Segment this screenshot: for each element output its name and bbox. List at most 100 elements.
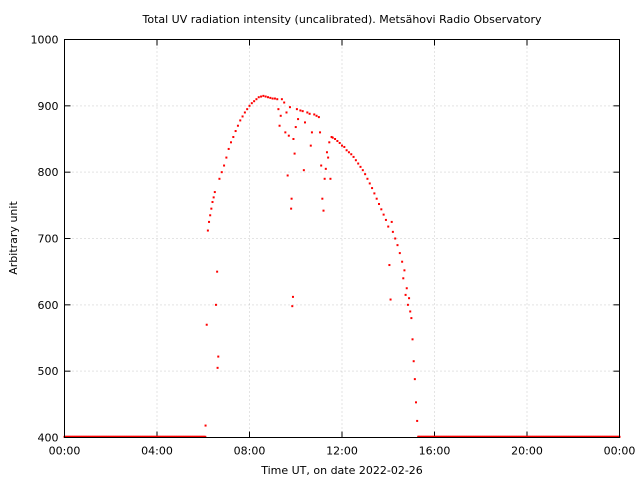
data-point xyxy=(204,424,207,427)
data-point xyxy=(329,177,332,180)
data-point xyxy=(301,110,304,113)
data-point xyxy=(294,126,297,129)
data-point xyxy=(283,101,286,104)
grid-lines xyxy=(64,39,620,438)
data-point xyxy=(415,401,417,404)
data-point xyxy=(216,366,219,369)
data-point xyxy=(398,252,401,255)
data-point xyxy=(366,177,369,180)
data-point xyxy=(253,100,256,103)
data-point xyxy=(243,111,246,114)
data-point xyxy=(323,177,326,180)
data-point xyxy=(297,118,300,121)
data-point xyxy=(293,152,296,155)
data-point xyxy=(384,218,387,221)
data-point xyxy=(257,96,260,99)
data-point xyxy=(277,108,280,111)
axis-ticks: 00:00 04:00 08:00 12:00 16:00 20:00 00:0040050… xyxy=(31,34,636,458)
data-point xyxy=(380,208,383,211)
data-point xyxy=(211,201,214,204)
data-point xyxy=(220,171,223,174)
plot-frame xyxy=(64,39,620,438)
y-tick-label: 1000 xyxy=(31,34,59,47)
data-point xyxy=(205,323,208,326)
data-point xyxy=(327,156,330,159)
data-point xyxy=(236,124,239,127)
x-tick-label: 00:00 xyxy=(604,445,636,458)
data-point xyxy=(354,159,357,162)
data-point xyxy=(280,98,283,101)
data-point xyxy=(338,141,341,144)
data-point xyxy=(390,220,393,223)
data-point xyxy=(288,106,291,109)
data-point xyxy=(278,124,281,127)
data-point xyxy=(403,269,406,272)
data-point xyxy=(212,196,215,199)
data-point xyxy=(267,96,269,99)
data-point xyxy=(273,97,276,100)
data-point xyxy=(218,177,221,180)
data-point xyxy=(208,220,211,223)
y-tick-label: 900 xyxy=(38,100,59,113)
data-point xyxy=(260,95,263,98)
data-point xyxy=(241,115,244,118)
data-point xyxy=(234,130,237,133)
data-points xyxy=(63,94,621,438)
data-point xyxy=(209,214,212,217)
data-point xyxy=(341,144,343,147)
data-point xyxy=(321,197,324,200)
data-point xyxy=(290,207,293,210)
data-point xyxy=(276,98,279,101)
data-point xyxy=(223,164,226,167)
data-point xyxy=(306,111,309,114)
x-tick-label: 00:00 xyxy=(49,445,81,458)
data-point xyxy=(279,114,282,117)
data-point xyxy=(373,192,376,195)
data-point xyxy=(308,112,311,115)
data-point xyxy=(319,131,322,134)
data-point xyxy=(364,173,367,176)
x-tick-label: 20:00 xyxy=(511,445,543,458)
data-point xyxy=(409,310,412,313)
y-tick-label: 400 xyxy=(38,432,59,445)
data-point xyxy=(290,197,293,200)
data-point xyxy=(401,260,404,263)
y-axis-label: Arbitrary unit xyxy=(7,201,20,275)
data-point xyxy=(295,108,298,111)
data-point xyxy=(416,419,419,422)
y-tick-label: 500 xyxy=(38,365,59,378)
data-point xyxy=(334,138,337,140)
data-point xyxy=(412,360,415,363)
data-point xyxy=(368,182,371,185)
data-point xyxy=(315,114,318,117)
data-point xyxy=(343,145,346,148)
data-point xyxy=(322,209,325,212)
data-point xyxy=(262,94,265,97)
data-point xyxy=(336,139,339,142)
data-point xyxy=(361,169,364,172)
data-point xyxy=(217,355,220,358)
data-point xyxy=(402,277,405,280)
data-point xyxy=(309,144,312,147)
data-point xyxy=(347,151,350,154)
data-point xyxy=(405,287,408,290)
data-point xyxy=(269,96,272,99)
data-point xyxy=(286,174,289,177)
data-point xyxy=(210,207,213,210)
data-point xyxy=(328,141,331,144)
data-point xyxy=(417,435,420,438)
data-point xyxy=(357,162,360,165)
y-tick-label: 800 xyxy=(38,166,59,179)
x-tick-label: 12:00 xyxy=(326,445,358,458)
data-point xyxy=(291,305,294,308)
data-point xyxy=(391,230,394,233)
data-point xyxy=(225,156,228,159)
data-point xyxy=(216,270,219,273)
data-point xyxy=(371,187,374,190)
data-point xyxy=(320,164,323,167)
data-point xyxy=(287,134,290,137)
data-point xyxy=(271,97,274,100)
data-point xyxy=(410,317,413,320)
data-point xyxy=(345,149,348,152)
